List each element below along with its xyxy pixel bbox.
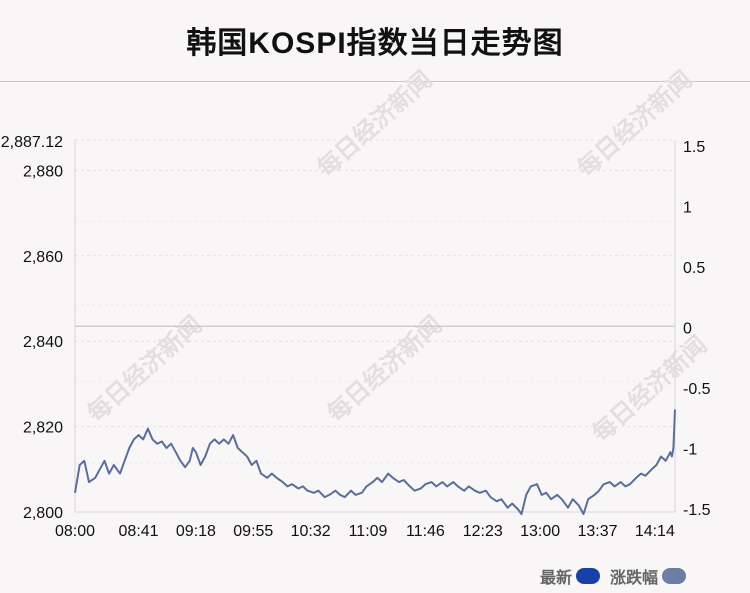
legend-swatch-change	[662, 568, 686, 584]
y-left-tick-label: 2,880	[23, 163, 63, 180]
y-right-tick-label: 0	[683, 321, 692, 338]
y-right-tick-label: -1	[683, 442, 697, 459]
y-left-tick-label: 2,820	[23, 420, 63, 437]
y-left-tick-label: 2,887.12	[1, 134, 63, 151]
title-divider	[0, 81, 750, 82]
x-tick-label: 08:41	[119, 523, 159, 540]
watermark-text: 每日经济新闻	[572, 65, 698, 182]
y-left-tick-label: 2,800	[23, 505, 63, 522]
x-tick-label: 14:14	[635, 523, 675, 540]
y-right-tick-label: 1.5	[683, 139, 705, 156]
series-line	[74, 409, 676, 516]
chart-title: 韩国KOSPI指数当日走势图	[186, 27, 564, 60]
y-left-tick-label: 2,860	[23, 249, 63, 266]
watermark-text: 每日经济新闻	[82, 310, 208, 427]
legend-label-change: 涨跌幅	[609, 570, 658, 587]
x-tick-label: 09:18	[176, 523, 216, 540]
x-tick-label: 11:46	[406, 523, 445, 540]
y-right-tick-label: 1	[683, 200, 692, 217]
x-tick-label: 11:09	[349, 523, 388, 540]
legend-item-latest: 最新	[540, 564, 600, 588]
y-left-tick-label: 2,840	[23, 334, 63, 351]
y-right-tick-label: 0.5	[683, 260, 705, 277]
x-tick-label: 13:00	[520, 523, 560, 540]
watermark-text: 每日经济新闻	[312, 65, 438, 182]
y-right-tick-label: -1.5	[683, 502, 711, 519]
legend: 最新 涨跌幅	[540, 564, 686, 588]
legend-item-change: 涨跌幅	[610, 564, 686, 588]
x-tick-label: 10:32	[291, 523, 331, 540]
legend-swatch-latest	[575, 568, 600, 584]
legend-label-latest: 最新	[539, 570, 572, 587]
watermark-text: 每日经济新闻	[322, 310, 448, 427]
x-tick-label: 08:00	[55, 523, 95, 540]
x-tick-label: 13:37	[577, 523, 617, 540]
x-tick-label: 09:55	[233, 523, 273, 540]
y-right-tick-label: -0.5	[683, 381, 711, 398]
x-tick-label: 12:23	[463, 523, 503, 540]
